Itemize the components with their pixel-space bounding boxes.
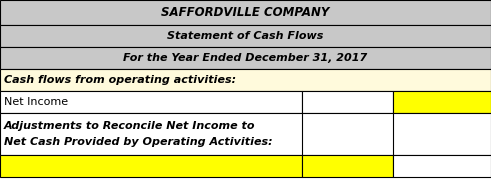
Text: For the Year Ended December 31, 2017: For the Year Ended December 31, 2017 — [123, 53, 368, 63]
Bar — [0, 91, 302, 113]
Bar — [393, 91, 491, 113]
Bar — [0, 69, 491, 91]
Text: Statement of Cash Flows: Statement of Cash Flows — [167, 31, 324, 41]
Bar — [302, 155, 393, 177]
Bar — [302, 91, 393, 113]
Text: Cash flows from operating activities:: Cash flows from operating activities: — [4, 75, 236, 85]
Bar — [0, 0, 491, 25]
Text: SAFFORDVILLE COMPANY: SAFFORDVILLE COMPANY — [162, 6, 329, 19]
Text: Net Cash Provided by Operating Activities:: Net Cash Provided by Operating Activitie… — [4, 137, 273, 147]
Bar — [393, 155, 491, 177]
Text: Adjustments to Reconcile Net Income to: Adjustments to Reconcile Net Income to — [4, 121, 255, 131]
Bar — [0, 155, 302, 177]
Bar — [0, 47, 491, 69]
Bar — [0, 25, 491, 47]
Text: Net Income: Net Income — [4, 97, 68, 107]
Bar — [0, 113, 491, 155]
